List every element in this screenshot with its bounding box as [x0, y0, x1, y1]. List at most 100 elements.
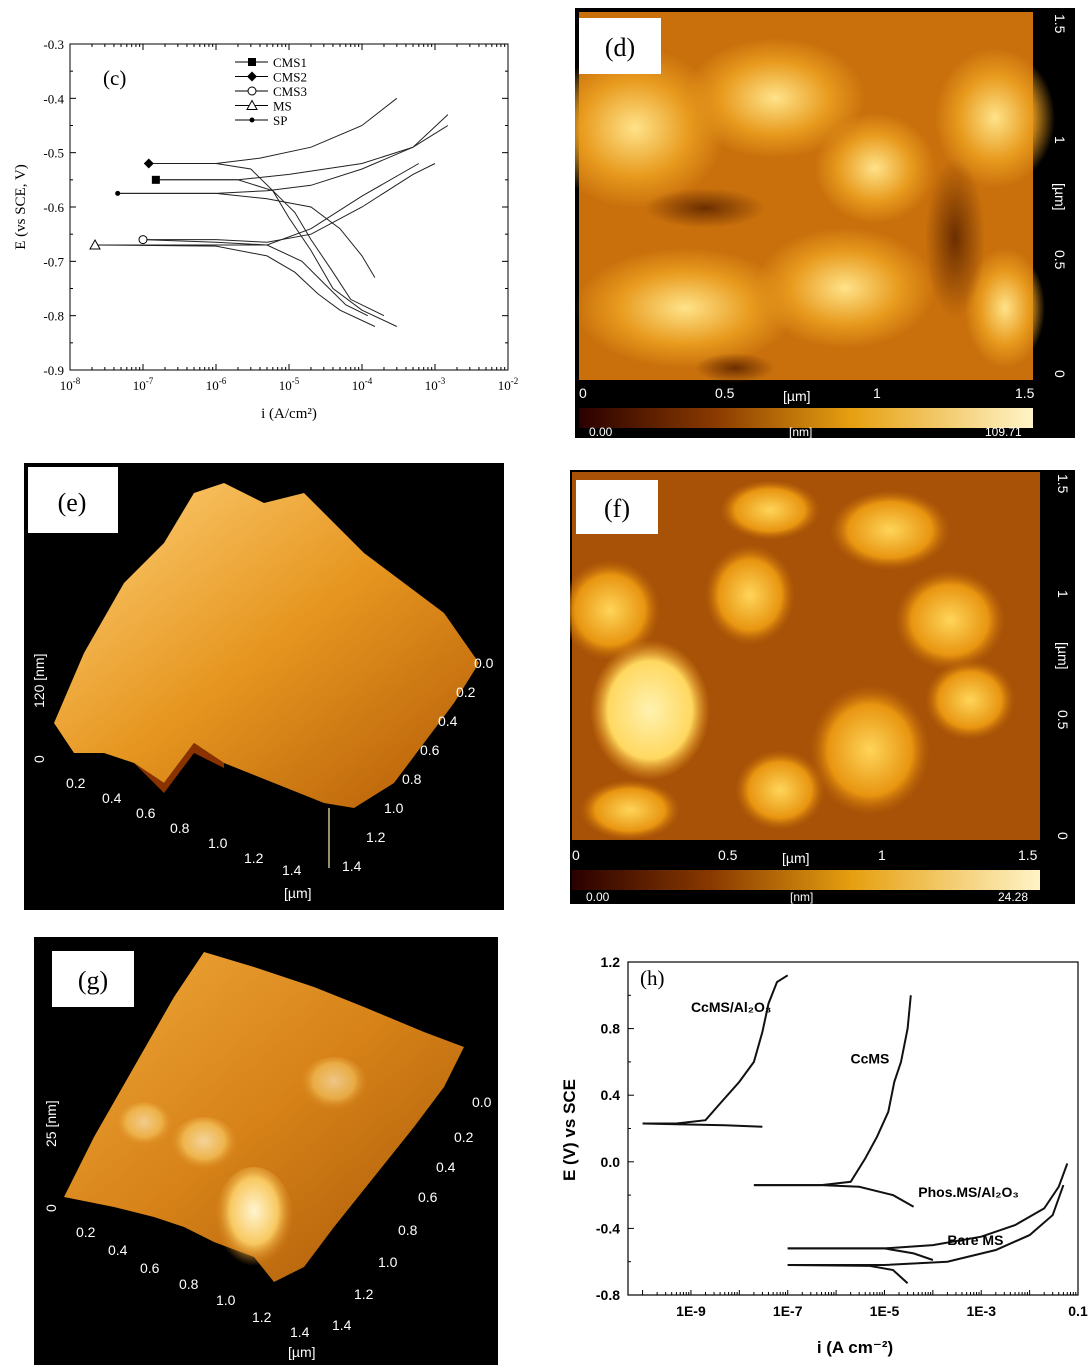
- surface-3d: [64, 952, 464, 1282]
- x-tick: 0.4: [108, 1242, 128, 1258]
- x-tick: 1: [873, 385, 881, 401]
- legend-marker: [247, 71, 257, 82]
- legend-marker: [249, 117, 255, 123]
- y-tick: 0.8: [402, 771, 422, 787]
- z-zero: 0: [31, 755, 47, 763]
- x-tick: 0.5: [718, 847, 738, 863]
- legend-label: CMS3: [273, 84, 307, 99]
- cathodic-branch: [148, 163, 398, 327]
- scale-unit: [nm]: [790, 890, 813, 904]
- x-tick-label: 10-5: [279, 376, 300, 393]
- x-tick: 0.8: [179, 1276, 199, 1292]
- x-tick-label: 1E-3: [966, 1303, 996, 1319]
- panel-f: (f) 1.5 1 0.5 0 [µm] 0 0.5 1 1.5 [µm] 0.…: [560, 470, 1075, 904]
- ecorr-marker: [89, 239, 101, 250]
- afm-image-d: (d) 1.5 1 0.5 0 [µm] 0 0.5 1 1.5 [µm] 0.…: [545, 8, 1075, 439]
- y-tick: 1.0: [378, 1254, 398, 1270]
- x-tick-label: 10-3: [425, 376, 446, 393]
- panel-g: (g) 25 [nm] 0 0.2 0.4 0.6 0.8 1.0 1.2 1.…: [34, 937, 498, 1365]
- ecorr-marker: [138, 235, 148, 245]
- series-cms2: [143, 97, 398, 327]
- y-tick: 0.0: [472, 1094, 492, 1110]
- y-tick: 1: [1052, 136, 1068, 144]
- x-tick: 0.8: [170, 820, 190, 836]
- series-cms3: [138, 163, 436, 317]
- series-label: Phos.MS/Al₂O₃: [918, 1184, 1019, 1200]
- ecorr-marker: [115, 190, 121, 196]
- y-tick-label: 0.8: [601, 1021, 621, 1037]
- x-tick: 0.6: [136, 805, 156, 821]
- anodic-branch: [95, 163, 420, 246]
- cathodic-branch: [117, 192, 376, 278]
- y-tick: 1.5: [1055, 474, 1071, 494]
- x-tick: 1.0: [216, 1292, 236, 1308]
- x-tick-label: 1E-7: [773, 1303, 803, 1319]
- y-tick: 1.4: [342, 858, 362, 874]
- y-tick-label: -0.8: [43, 309, 64, 324]
- series-cms1: [151, 114, 449, 317]
- panel-tag-h: (h): [640, 966, 665, 990]
- ecorr-marker: [143, 158, 154, 169]
- series-curve: [753, 995, 915, 1208]
- tag-box-g: [52, 951, 134, 1007]
- x-tick: 0.2: [66, 775, 86, 791]
- panel-tag-d: (d): [605, 33, 635, 62]
- ecorr-marker: [151, 175, 160, 184]
- cathodic-branch: [155, 179, 385, 317]
- y-tick: 1: [1055, 590, 1071, 598]
- x-tick: 1.4: [282, 862, 302, 878]
- afm-grains: [560, 480, 1015, 840]
- x-tick-label: 10-2: [498, 376, 519, 393]
- panel-c: (c) 10-8 10-7 10-6 10-5 10-4 10-3 10-2 -0.3 -0.4…: [0, 0, 560, 440]
- series-ms: [89, 163, 420, 327]
- afm-3d-g: (g) 25 [nm] 0 0.2 0.4 0.6 0.8 1.0 1.2 1.…: [34, 937, 498, 1365]
- x-tick-label: 10-7: [133, 376, 154, 393]
- y-axis-label: E (V) vs SCE: [560, 1079, 579, 1181]
- y-tick: 0.4: [436, 1159, 456, 1175]
- y-tick: 0.5: [1055, 710, 1071, 730]
- scale-unit: [nm]: [789, 425, 812, 438]
- anodic-branch: [753, 995, 912, 1187]
- y-tick: 0.2: [454, 1129, 474, 1145]
- x-tick-label: 10-8: [60, 376, 81, 393]
- y-axis-label: E (vs SCE, V): [13, 164, 29, 250]
- series-sp: [115, 125, 449, 278]
- x-tick: 1.2: [252, 1309, 272, 1325]
- y-tick-label: 0.4: [601, 1087, 621, 1103]
- z-zero: 0: [43, 1204, 59, 1212]
- x-tick: 0.5: [715, 385, 735, 401]
- x-tick-label: 10-4: [352, 376, 373, 393]
- y-tick-label: -0.4: [596, 1220, 620, 1236]
- y-tick-label: -0.9: [43, 363, 64, 378]
- x-tick-label: 1E-5: [870, 1303, 900, 1319]
- z-label: 120 [nm]: [31, 654, 47, 708]
- cathodic-branch: [787, 1264, 909, 1285]
- surface-3d: [54, 483, 479, 808]
- chart-h: (h) 1E-9 1E-7 1E-5 1E-3 0.1 1.2 0.8 0.4 0.0 -0.4 -…: [560, 954, 1088, 1357]
- panel-tag-g: (g): [78, 966, 108, 995]
- y-tick: 0.4: [438, 713, 458, 729]
- y-tick-label: 0.0: [601, 1154, 621, 1170]
- scale-min: 0.00: [589, 425, 613, 438]
- y-tick: 1.2: [354, 1286, 374, 1302]
- x-tick: 1.2: [244, 850, 264, 866]
- series-label: Bare MS: [947, 1232, 1003, 1248]
- x-tick: 0.4: [102, 790, 122, 806]
- y-tick: 0.5: [1052, 250, 1068, 270]
- x-unit: [µm]: [783, 388, 811, 404]
- x-axis-label: i (A cm⁻²): [817, 1338, 893, 1357]
- x-axis-label: i (A/cm²): [261, 406, 317, 422]
- anodic-branch: [642, 974, 789, 1125]
- legend-label: MS: [273, 99, 292, 114]
- y-tick-label: -0.6: [43, 200, 64, 215]
- y-tick-label: -0.3: [43, 37, 64, 52]
- panel-tag-e: (e): [58, 488, 87, 517]
- x-tick-label: 0.1: [1068, 1303, 1088, 1319]
- y-unit: [µm]: [1052, 183, 1068, 211]
- legend-marker: [246, 99, 258, 110]
- x-tick-label: 10-6: [206, 376, 227, 393]
- y-tick: 0.6: [418, 1189, 438, 1205]
- y-tick: 1.4: [332, 1317, 352, 1333]
- x-unit: [µm]: [284, 885, 312, 901]
- y-tick-label: -0.4: [43, 91, 64, 106]
